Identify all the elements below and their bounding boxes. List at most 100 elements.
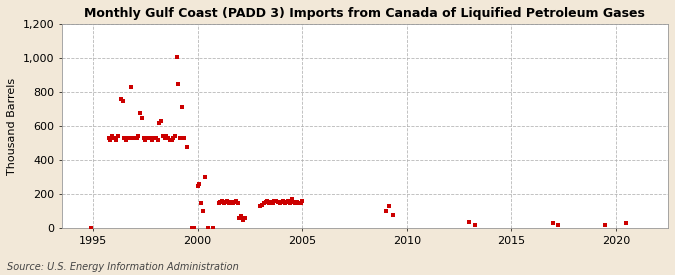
Point <box>292 200 302 204</box>
Point <box>115 97 126 101</box>
Point <box>272 200 283 204</box>
Point <box>271 199 281 203</box>
Point <box>152 138 163 142</box>
Point <box>175 136 186 140</box>
Point <box>240 216 250 220</box>
Point <box>279 201 290 205</box>
Point <box>192 184 203 188</box>
Point <box>217 199 227 203</box>
Point <box>173 81 184 86</box>
Point <box>168 136 179 140</box>
Point <box>189 226 200 231</box>
Point <box>109 136 119 140</box>
Point <box>159 136 170 140</box>
Point <box>156 119 167 123</box>
Point <box>219 201 230 205</box>
Point <box>107 134 117 139</box>
Point <box>161 134 171 139</box>
Point <box>138 136 149 140</box>
Point <box>267 201 278 205</box>
Point <box>123 136 134 140</box>
Point <box>213 201 224 205</box>
Point <box>208 226 219 231</box>
Point <box>112 134 123 139</box>
Point <box>387 213 398 217</box>
Point <box>220 200 231 204</box>
Point <box>256 202 267 207</box>
Point <box>274 201 285 205</box>
Point <box>86 226 97 231</box>
Point <box>157 134 168 139</box>
Point <box>202 226 213 231</box>
Point <box>130 136 140 140</box>
Point <box>147 138 158 142</box>
Point <box>297 199 308 203</box>
Point <box>295 201 306 205</box>
Point <box>198 209 209 214</box>
Point <box>171 55 182 59</box>
Point <box>288 200 299 204</box>
Point <box>119 136 130 140</box>
Point <box>234 216 245 220</box>
Point <box>290 201 300 205</box>
Point <box>151 136 161 140</box>
Point <box>225 200 236 204</box>
Point <box>269 199 279 203</box>
Point <box>621 221 632 226</box>
Point <box>384 204 395 208</box>
Point <box>255 204 266 208</box>
Point <box>128 136 138 140</box>
Point <box>553 223 564 227</box>
Point <box>547 221 558 226</box>
Point <box>110 138 121 142</box>
Point <box>131 136 142 140</box>
Point <box>264 201 275 205</box>
Point <box>236 214 246 219</box>
Point <box>177 105 188 110</box>
Point <box>229 200 240 204</box>
Point <box>262 199 273 203</box>
Point <box>144 136 155 140</box>
Point <box>464 219 475 224</box>
Point <box>178 136 189 140</box>
Point <box>194 182 205 186</box>
Point <box>163 136 173 140</box>
Point <box>196 201 207 205</box>
Point <box>145 136 156 140</box>
Point <box>182 144 192 149</box>
Point <box>600 223 611 227</box>
Point <box>199 175 210 180</box>
Point <box>133 134 144 139</box>
Text: Source: U.S. Energy Information Administration: Source: U.S. Energy Information Administ… <box>7 262 238 272</box>
Point <box>223 201 234 205</box>
Point <box>293 201 304 205</box>
Point <box>169 134 180 139</box>
Point <box>259 201 269 205</box>
Point <box>135 110 146 115</box>
Point <box>121 138 132 142</box>
Point <box>215 200 225 204</box>
Point <box>148 136 159 140</box>
Point <box>277 199 288 203</box>
Point <box>166 138 177 142</box>
Point <box>222 199 233 203</box>
Point <box>187 226 198 231</box>
Point <box>232 201 243 205</box>
Point <box>165 138 176 142</box>
Point <box>126 85 137 89</box>
Point <box>103 136 114 140</box>
Point <box>140 138 151 142</box>
Point <box>154 120 165 125</box>
Point <box>227 201 238 205</box>
Point <box>238 218 248 222</box>
Y-axis label: Thousand Barrels: Thousand Barrels <box>7 78 17 175</box>
Point <box>285 201 296 205</box>
Point <box>286 197 297 202</box>
Point <box>265 200 276 204</box>
Point <box>231 199 242 203</box>
Point <box>124 136 135 140</box>
Point <box>105 138 116 142</box>
Point <box>381 209 392 214</box>
Point <box>276 200 287 204</box>
Point <box>281 200 292 204</box>
